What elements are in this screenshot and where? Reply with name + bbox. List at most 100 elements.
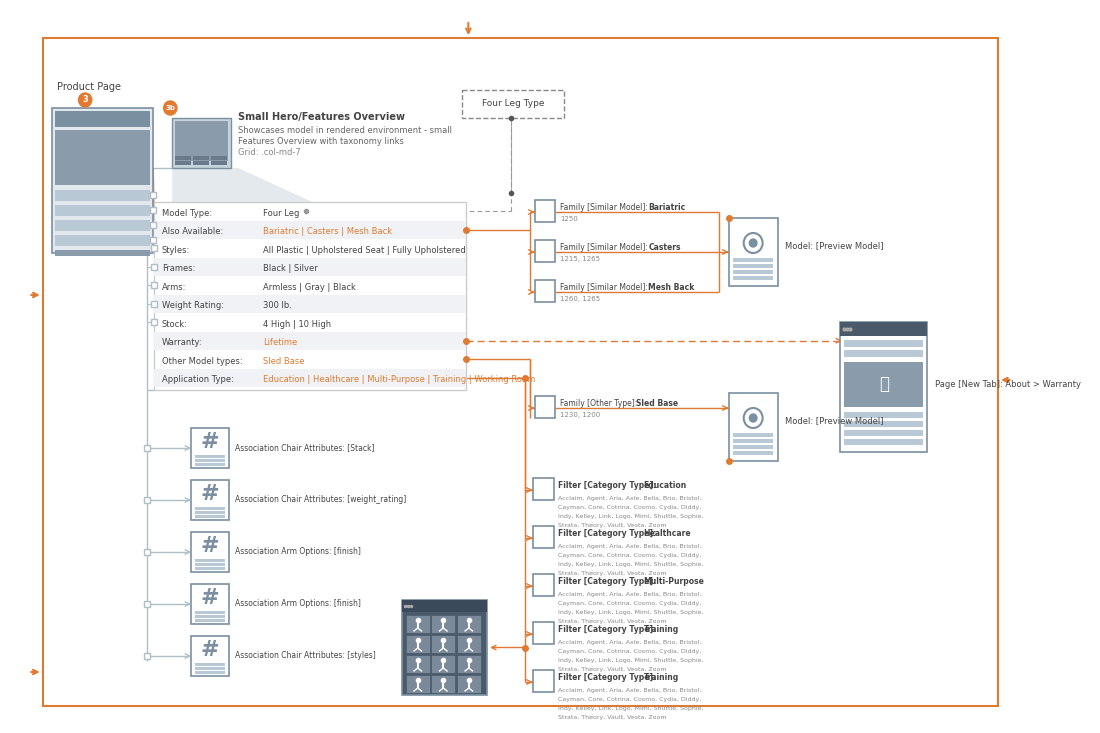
Text: Association Arm Options: [finish]: Association Arm Options: [finish] — [234, 548, 361, 556]
Text: Association Arm Options: [finish]: Association Arm Options: [finish] — [234, 600, 361, 608]
Circle shape — [749, 414, 757, 422]
Bar — [192, 156, 209, 160]
Bar — [211, 161, 227, 165]
Bar — [431, 635, 455, 653]
Text: Features Overview with taxonomy links: Features Overview with taxonomy links — [239, 137, 405, 146]
Text: Family [Other Type]:: Family [Other Type]: — [560, 399, 637, 408]
Bar — [532, 574, 553, 596]
Text: Strata, Theory, Vault, Vesta, Zoom: Strata, Theory, Vault, Vesta, Zoom — [558, 667, 667, 672]
Bar — [55, 130, 151, 185]
Text: Family [Similar Model]:: Family [Similar Model]: — [560, 243, 648, 252]
Bar — [734, 264, 773, 268]
Text: Bariatric: Bariatric — [648, 203, 685, 212]
Text: 4 High | 10 High: 4 High | 10 High — [263, 320, 331, 329]
Text: Indy, Kelley, Link, Logo, Mimi, Shuttle, Sophie,: Indy, Kelley, Link, Logo, Mimi, Shuttle,… — [558, 658, 704, 663]
Bar — [195, 619, 226, 622]
Bar — [431, 655, 455, 673]
Bar — [844, 430, 924, 436]
Text: All Plastic | Upholstered Seat | Fully Upholstered: All Plastic | Upholstered Seat | Fully U… — [263, 246, 465, 255]
Text: Arms:: Arms: — [162, 283, 186, 292]
Bar — [195, 567, 226, 570]
Text: Four Leg Type: Four Leg Type — [482, 100, 544, 108]
Text: Model Type:: Model Type: — [162, 209, 212, 218]
Text: 1215, 1265: 1215, 1265 — [560, 256, 601, 262]
Bar — [456, 675, 481, 693]
Bar — [154, 202, 466, 390]
Bar — [55, 220, 151, 231]
Text: Acclaim, Agent, Aria, Axle, Bella, Brio, Bristol,: Acclaim, Agent, Aria, Axle, Bella, Brio,… — [558, 592, 702, 597]
Text: Also Available:: Also Available: — [162, 227, 223, 237]
Text: Cayman, Core, Cotrina, Cosmo, Cydia, Diddy,: Cayman, Core, Cotrina, Cosmo, Cydia, Did… — [558, 697, 702, 702]
Bar — [535, 240, 556, 262]
Bar — [211, 156, 227, 160]
Bar — [456, 655, 481, 673]
Text: Grid: .col-md-7: Grid: .col-md-7 — [239, 148, 301, 157]
Bar — [175, 161, 191, 165]
Bar — [535, 280, 556, 302]
Bar — [195, 563, 226, 566]
Text: Strata, Theory, Vault, Vesta, Zoom: Strata, Theory, Vault, Vesta, Zoom — [558, 571, 667, 576]
Bar — [535, 396, 556, 418]
Text: Weight Rating:: Weight Rating: — [162, 301, 223, 311]
Text: Frames:: Frames: — [162, 265, 195, 273]
Bar — [191, 636, 229, 676]
Bar — [734, 258, 773, 262]
Text: #: # — [200, 484, 219, 504]
Bar — [55, 205, 151, 216]
Text: 3: 3 — [82, 95, 88, 105]
Text: #: # — [200, 432, 219, 452]
Text: #: # — [200, 640, 219, 660]
Text: Indy, Kelley, Link, Logo, Mimi, Shuttle, Sophie,: Indy, Kelley, Link, Logo, Mimi, Shuttle,… — [558, 562, 704, 567]
Bar — [406, 655, 430, 673]
Text: 1230, 1200: 1230, 1200 — [560, 412, 601, 418]
Bar — [844, 412, 924, 418]
Bar — [195, 463, 226, 466]
Bar — [195, 667, 226, 670]
Bar — [195, 459, 226, 462]
Text: Strata, Theory, Vault, Vesta, Zoom: Strata, Theory, Vault, Vesta, Zoom — [558, 619, 667, 624]
Text: Cayman, Core, Cotrina, Cosmo, Cydia, Diddy,: Cayman, Core, Cotrina, Cosmo, Cydia, Did… — [558, 649, 702, 654]
Bar — [734, 451, 773, 455]
Text: Education | Healthcare | Multi-Purpose | Training | Working Room: Education | Healthcare | Multi-Purpose |… — [263, 375, 536, 385]
Text: Model: [Preview Model]: Model: [Preview Model] — [785, 241, 883, 250]
Text: #: # — [200, 536, 219, 556]
Circle shape — [78, 93, 91, 107]
Bar — [456, 635, 481, 653]
Text: Filter [Category Type]:: Filter [Category Type]: — [558, 481, 657, 490]
Text: Cayman, Core, Cotrina, Cosmo, Cydia, Diddy,: Cayman, Core, Cotrina, Cosmo, Cydia, Did… — [558, 505, 702, 510]
Text: Indy, Kelley, Link, Logo, Mimi, Shuttle, Sophie,: Indy, Kelley, Link, Logo, Mimi, Shuttle,… — [558, 706, 704, 711]
Text: Application Type:: Application Type: — [162, 375, 233, 385]
Text: Cayman, Core, Cotrina, Cosmo, Cydia, Diddy,: Cayman, Core, Cotrina, Cosmo, Cydia, Did… — [558, 601, 702, 606]
Text: Indy, Kelley, Link, Logo, Mimi, Shuttle, Sophie,: Indy, Kelley, Link, Logo, Mimi, Shuttle,… — [558, 514, 704, 519]
Bar — [532, 478, 553, 500]
Text: #: # — [200, 588, 219, 608]
Bar — [840, 322, 927, 452]
Text: Family [Similar Model]:: Family [Similar Model]: — [560, 203, 648, 212]
Text: Casters: Casters — [648, 243, 681, 252]
Bar — [403, 600, 487, 612]
Bar — [145, 390, 149, 676]
Text: 1260, 1265: 1260, 1265 — [560, 296, 601, 302]
Text: 1250: 1250 — [560, 216, 578, 222]
Bar — [173, 118, 231, 168]
Bar — [406, 675, 430, 693]
Text: Sled Base: Sled Base — [263, 357, 305, 366]
Bar — [175, 121, 228, 161]
Text: Filter [Category Type]:: Filter [Category Type]: — [558, 625, 657, 634]
Bar — [844, 421, 924, 427]
Bar — [431, 675, 455, 693]
Bar — [175, 156, 191, 160]
Bar — [734, 439, 773, 443]
Text: Acclaim, Agent, Aria, Axle, Bella, Brio, Bristol,: Acclaim, Agent, Aria, Axle, Bella, Brio,… — [558, 640, 702, 645]
Bar — [195, 515, 226, 518]
Bar — [154, 295, 466, 313]
Text: Family [Similar Model]:: Family [Similar Model]: — [560, 283, 648, 292]
Bar — [431, 615, 455, 633]
Bar — [532, 670, 553, 692]
Text: Multi-Purpose: Multi-Purpose — [644, 577, 704, 586]
Text: Stock:: Stock: — [162, 320, 188, 329]
Bar — [195, 663, 226, 666]
Text: Association Chair Attributes: [weight_rating]: Association Chair Attributes: [weight_ra… — [234, 496, 406, 504]
Bar — [195, 559, 226, 562]
Circle shape — [749, 239, 757, 247]
